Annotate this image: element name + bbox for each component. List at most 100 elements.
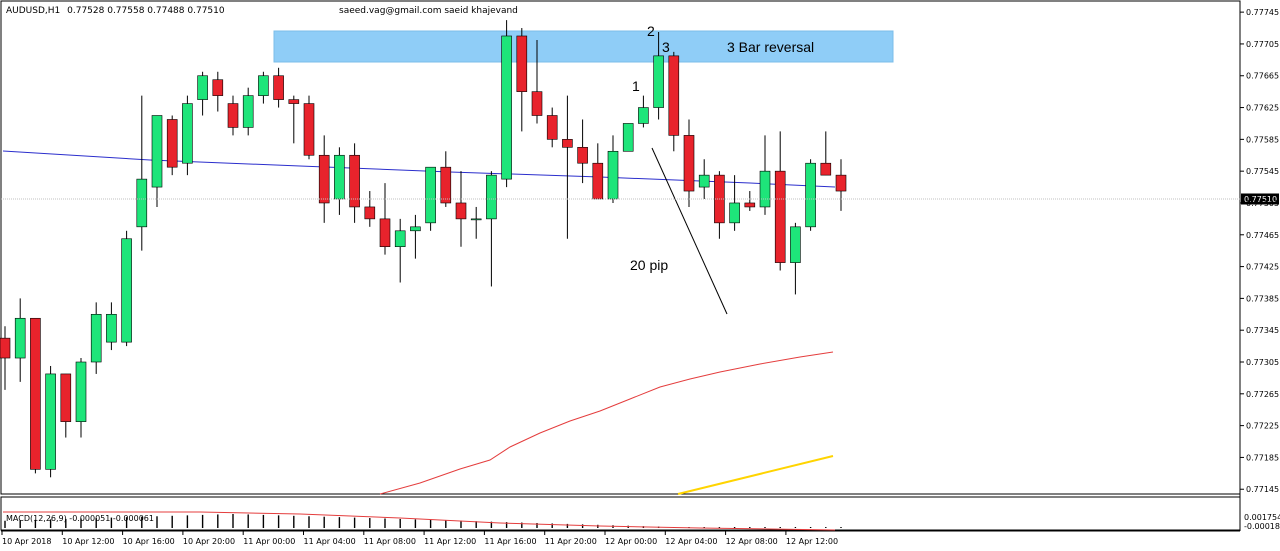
candle-29 [440,151,452,207]
candle-43 [653,32,664,120]
candle-13 [197,71,208,116]
candle-37 [562,95,573,239]
candle-16 [242,87,254,136]
x-tick-label: 11 Apr 08:00 [364,537,416,546]
candle-25 [379,183,391,255]
candle-body [455,202,467,220]
bar-3-label: 3 [662,39,670,55]
candle-body [273,75,284,100]
candle-0 [0,326,11,390]
candle-5 [75,358,87,438]
candle-28 [425,166,436,231]
candle-26 [394,218,406,283]
move-label: 20 pip [630,257,668,273]
x-tick-label: 10 Apr 20:00 [183,537,235,546]
candle-body [349,154,360,208]
candle-body [683,135,695,192]
candle-body [820,162,832,176]
candle-38 [577,119,588,184]
candle-50 [759,135,771,215]
candle-21 [318,135,330,223]
candle-body [638,107,649,124]
x-tick-label: 11 Apr 04:00 [304,537,356,546]
symbol-label: AUDUSD,H1 0.77528 0.77558 0.77488 0.7751… [6,6,225,16]
y-tick-label: 0.77225 [1246,422,1279,431]
y-tick-label: 0.77545 [1246,167,1279,176]
candle-body [410,226,421,232]
candle-27 [410,214,421,259]
bar-1-label: 1 [632,78,640,94]
candle-1 [14,298,26,382]
y-tick-label: 0.77665 [1246,72,1279,81]
current-price-box [1241,193,1279,205]
candle-12 [182,95,193,176]
candle-35 [531,39,543,124]
y-tick-label: 0.77465 [1246,231,1279,240]
candle-55 [835,159,847,211]
candle-23 [349,143,360,223]
candle-body [45,373,56,470]
candle-body [501,35,512,180]
candle-body [729,202,740,224]
candle-body [805,162,816,228]
candle-body [288,99,300,104]
candle-body [562,139,573,148]
candle-8 [121,230,132,347]
candle-11 [166,115,178,176]
candle-body [425,166,436,224]
candle-32 [486,171,497,287]
candle-body [622,123,634,152]
candle-14 [212,71,224,112]
candle-53 [805,159,816,231]
reversal-zone [273,30,894,63]
x-tick-label: 12 Apr 08:00 [726,537,778,546]
candle-body [106,313,117,343]
candle-body [577,147,588,164]
macd-tick-bottom: -0.00018 [1244,522,1280,531]
candle-4 [60,373,72,438]
current-price-label: 0.77510 [1244,195,1277,204]
candle-46 [698,159,710,199]
candle-body [182,103,193,164]
candle-54 [820,131,832,176]
candle-body [60,373,72,422]
candle-49 [744,191,756,211]
y-tick-label: 0.77145 [1246,485,1279,494]
candle-body [212,79,224,96]
candle-30 [455,171,467,247]
candle-24 [364,191,376,227]
y-tick-label: 0.77265 [1246,390,1279,399]
y-tick-label: 0.77705 [1246,40,1279,49]
candle-10 [151,115,163,207]
x-tick-label: 11 Apr 00:00 [243,537,295,546]
candle-body [774,170,786,263]
candle-body [30,317,41,470]
candle-31 [470,206,482,239]
x-tick-label: 10 Apr 16:00 [123,537,175,546]
x-tick-label: 11 Apr 16:00 [484,537,536,546]
macd-signal-line [3,511,836,531]
candle-41 [622,123,634,152]
candle-body [136,178,148,228]
y-tick-label: 0.77585 [1246,135,1279,144]
candle-body [440,166,452,204]
x-tick-label: 12 Apr 12:00 [786,537,838,546]
main-plot-frame [0,0,1241,495]
macd-histogram [4,514,842,528]
candle-9 [136,95,148,251]
candle-body [90,313,102,363]
candle-19 [288,95,300,144]
macd-plot-frame [0,496,1241,531]
x-axis-ticks: 10 Apr 2018 10 Apr 12:00 10 Apr 16:00 10 Ap… [1,531,838,546]
candle-body [197,75,208,100]
candle-body [607,150,619,200]
bar-2-label: 2 [647,23,655,39]
candle-45 [683,119,695,207]
candle-18 [273,67,284,108]
ma-line-yellow [677,455,834,495]
candle-body [364,206,376,220]
y-tick-label: 0.77625 [1246,104,1279,113]
candle-3 [45,365,56,478]
candle-7 [106,302,117,351]
